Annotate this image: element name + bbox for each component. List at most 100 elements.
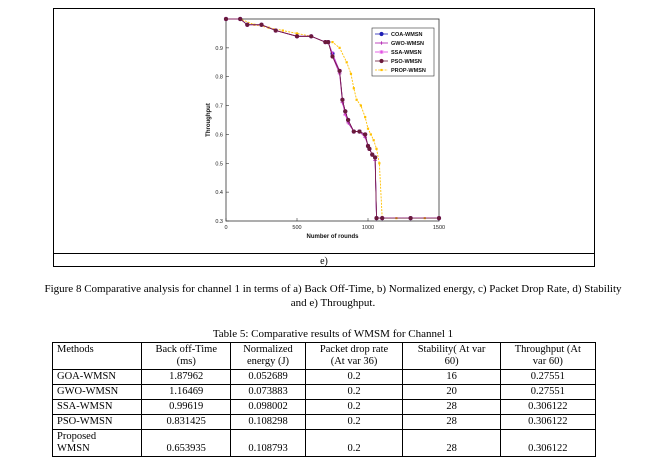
data-point [379, 50, 384, 54]
cell-stability: 28 [402, 399, 501, 415]
data-point [343, 109, 348, 114]
cell-backoff: 1.87962 [141, 369, 232, 385]
figure-divider [54, 253, 594, 254]
cell-method: PSO-WMSN [51, 414, 143, 430]
table-header-row: Methods Back off-Time (ms) Normalized ener… [51, 342, 597, 370]
data-point [245, 22, 250, 27]
data-point [345, 61, 348, 64]
data-point [352, 87, 355, 90]
x-tick-label: 0 [224, 225, 227, 231]
data-point [367, 146, 372, 151]
cell-stability: 20 [402, 384, 501, 400]
data-point [363, 132, 368, 137]
data-point [379, 41, 384, 45]
cell-energy: 0.098002 [230, 399, 306, 415]
data-point [346, 117, 351, 123]
legend-entry: PSO-WMSN [391, 59, 422, 65]
cell-energy: 0.073883 [230, 384, 306, 400]
data-point [374, 216, 379, 221]
x-axis-label: Number of rounds [307, 234, 360, 240]
x-tick-label: 1500 [433, 225, 445, 231]
legend-entry: SSA-WMSN [391, 50, 422, 56]
chart-series [223, 16, 442, 221]
data-point [355, 98, 358, 101]
header-stability: Stability( At var 60) [402, 342, 501, 370]
method-line: WMSN [57, 443, 90, 454]
data-point [375, 147, 378, 150]
x-tick-label: 500 [292, 225, 301, 231]
data-point [349, 72, 353, 75]
subfigure-label: e) [320, 256, 328, 267]
cell-throughput: 0.306122 [499, 429, 597, 457]
cell-drop-rate: 0.2 [304, 399, 404, 415]
header-text: Packet drop rate [319, 344, 389, 355]
x-tick-label: 1000 [362, 225, 374, 231]
figure-caption: Figure 8 Comparative analysis for channe… [0, 282, 666, 310]
chart-legend: COA-WMSN GWO-WMSN SSA-WMSN PSO-WMSN PROP-WMS… [371, 27, 435, 77]
data-point [294, 34, 300, 39]
data-point [326, 39, 331, 45]
table-row: PSO-WMSN 0.831425 0.108298 0.2 28 0.3061… [51, 414, 597, 430]
legend-entry: GWO-WMSN [391, 41, 424, 47]
series-pso-wmsn [223, 16, 442, 221]
data-point [259, 22, 264, 27]
legend-entry: COA-WMSN [391, 32, 422, 38]
method-line: Proposed [57, 431, 97, 442]
data-point [281, 29, 284, 32]
legend-entry: PROP-WMSN [391, 68, 426, 74]
cell-drop-rate: 0.2 [304, 369, 404, 385]
results-table: Methods Back off-Time (ms) Normalized ener… [51, 342, 597, 457]
data-point [357, 129, 362, 134]
header-drop-rate: Packet drop rate (At var 36) [304, 342, 404, 370]
table-row: Proposed WMSN 0.653935 0.108793 0.2 28 0.… [51, 429, 597, 457]
data-point [338, 46, 341, 49]
header-text: Methods [57, 344, 94, 355]
header-text: Stability( At var [417, 344, 486, 355]
data-point [351, 129, 356, 134]
table-row: GOA-WMSN 1.87962 0.052689 0.2 16 0.27551 [51, 369, 597, 385]
data-point [238, 16, 243, 22]
header-text: Normalized [243, 344, 293, 355]
data-point [380, 216, 385, 221]
data-point [372, 139, 375, 142]
cell-backoff: 0.831425 [141, 414, 232, 430]
header-backoff: Back off-Time (ms) [141, 342, 232, 370]
cell-energy: 0.052689 [230, 369, 306, 385]
table-title: Table 5: Comparative results of WMSM for… [212, 328, 454, 340]
cell-throughput: 0.27551 [499, 369, 597, 385]
data-point [370, 152, 375, 157]
data-point [369, 133, 372, 136]
header-text: var 60) [532, 356, 563, 367]
table-row: GWO-WMSN 1.16469 0.073883 0.2 20 0.27551 [51, 384, 597, 400]
header-text: energy (J) [246, 356, 290, 367]
cell-energy: 0.108793 [230, 429, 306, 457]
header-energy: Normalized energy (J) [230, 342, 306, 370]
data-point [379, 31, 384, 37]
data-point [295, 32, 299, 35]
header-methods: Methods [51, 342, 143, 370]
header-text: (ms) [176, 356, 196, 367]
header-throughput: Throughput (At var 60) [499, 342, 597, 370]
cell-method: GWO-WMSN [51, 384, 143, 400]
header-text: (At var 36) [330, 356, 378, 367]
data-point [331, 40, 334, 44]
data-point [373, 155, 378, 160]
data-point [223, 16, 229, 22]
y-tick-label: 0.4 [215, 190, 223, 196]
y-tick-label: 0.3 [215, 219, 223, 225]
y-tick-label: 0.8 [215, 75, 223, 81]
cell-throughput: 0.27551 [499, 384, 597, 400]
cell-stability: 28 [402, 414, 501, 430]
cell-method: GOA-WMSN [51, 369, 143, 385]
caption-line-2: and e) Throughput. [290, 297, 376, 309]
data-point [380, 68, 383, 72]
cell-backoff: 1.16469 [141, 384, 232, 400]
data-point [436, 216, 442, 221]
data-point [359, 104, 362, 107]
cell-backoff: 0.99619 [141, 399, 232, 415]
data-point [340, 97, 345, 102]
data-point [366, 127, 370, 130]
y-tick-label: 0.9 [215, 46, 223, 52]
cell-method: Proposed WMSN [51, 429, 143, 457]
caption-line-1: Figure 8 Comparative analysis for channe… [44, 283, 622, 295]
